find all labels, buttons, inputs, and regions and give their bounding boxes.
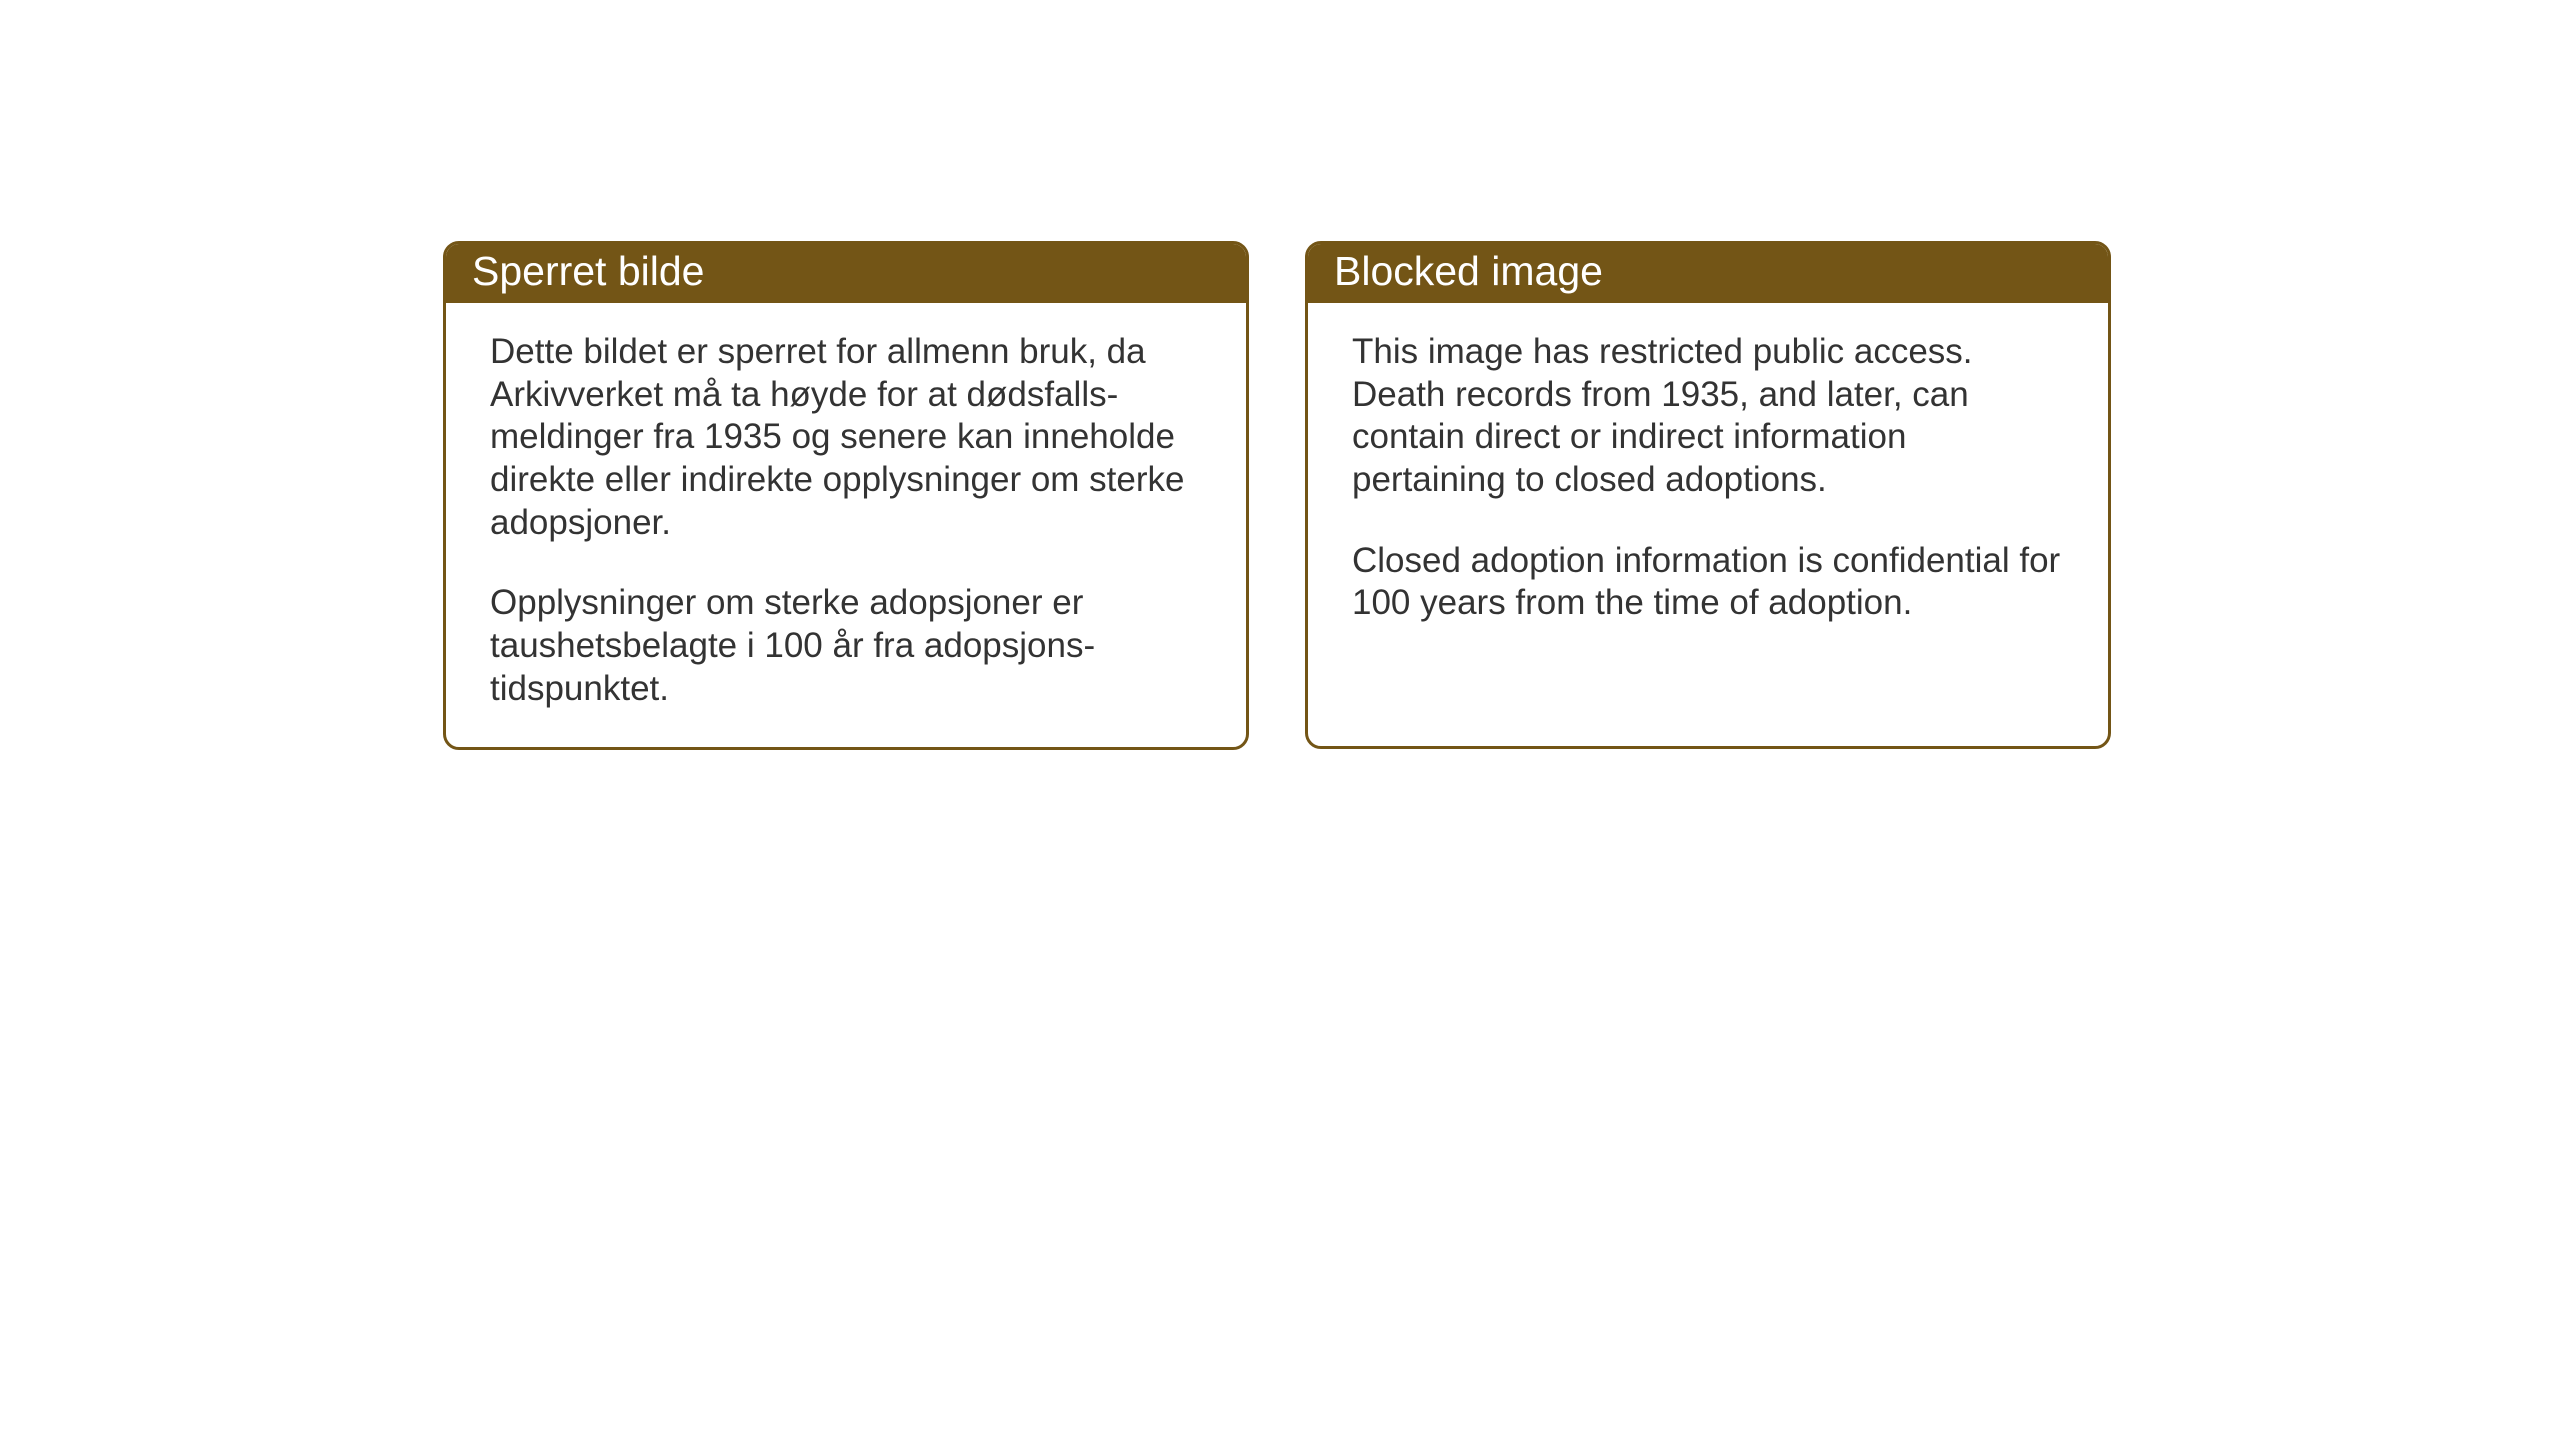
card-norwegian: Sperret bilde Dette bildet er sperret fo… xyxy=(443,241,1249,750)
cards-container: Sperret bilde Dette bildet er sperret fo… xyxy=(443,241,2111,750)
card-english-body: This image has restricted public access.… xyxy=(1308,303,2108,661)
card-norwegian-body: Dette bildet er sperret for allmenn bruk… xyxy=(446,303,1246,747)
card-english-title: Blocked image xyxy=(1334,248,1603,294)
card-norwegian-paragraph-2: Opplysninger om sterke adopsjoner er tau… xyxy=(490,582,1202,710)
card-norwegian-paragraph-1: Dette bildet er sperret for allmenn bruk… xyxy=(490,331,1202,544)
card-norwegian-title: Sperret bilde xyxy=(472,248,704,294)
card-norwegian-header: Sperret bilde xyxy=(446,244,1246,303)
card-english-header: Blocked image xyxy=(1308,244,2108,303)
card-english-paragraph-1: This image has restricted public access.… xyxy=(1352,331,2064,502)
card-english: Blocked image This image has restricted … xyxy=(1305,241,2111,749)
card-english-paragraph-2: Closed adoption information is confident… xyxy=(1352,540,2064,625)
